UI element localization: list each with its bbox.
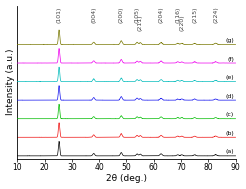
Text: (215): (215) xyxy=(192,6,197,23)
Text: (200): (200) xyxy=(119,6,124,23)
Text: (b): (b) xyxy=(225,131,234,136)
Text: (f): (f) xyxy=(227,57,234,62)
Text: (c): (c) xyxy=(226,112,234,117)
Text: (220): (220) xyxy=(179,14,184,31)
Text: (211): (211) xyxy=(138,14,143,31)
Text: (d): (d) xyxy=(225,94,234,99)
Text: (004): (004) xyxy=(91,6,96,23)
Text: (g): (g) xyxy=(225,38,234,43)
Y-axis label: Intensity (a.u.): Intensity (a.u.) xyxy=(6,49,15,115)
Text: (224): (224) xyxy=(213,6,218,23)
Text: (a): (a) xyxy=(226,149,234,154)
Text: (204): (204) xyxy=(159,6,164,23)
Text: (101): (101) xyxy=(57,6,62,23)
Text: (e): (e) xyxy=(226,75,234,80)
Text: (105): (105) xyxy=(135,6,139,23)
X-axis label: 2θ (deg.): 2θ (deg.) xyxy=(106,174,147,184)
Text: (116): (116) xyxy=(175,6,180,23)
